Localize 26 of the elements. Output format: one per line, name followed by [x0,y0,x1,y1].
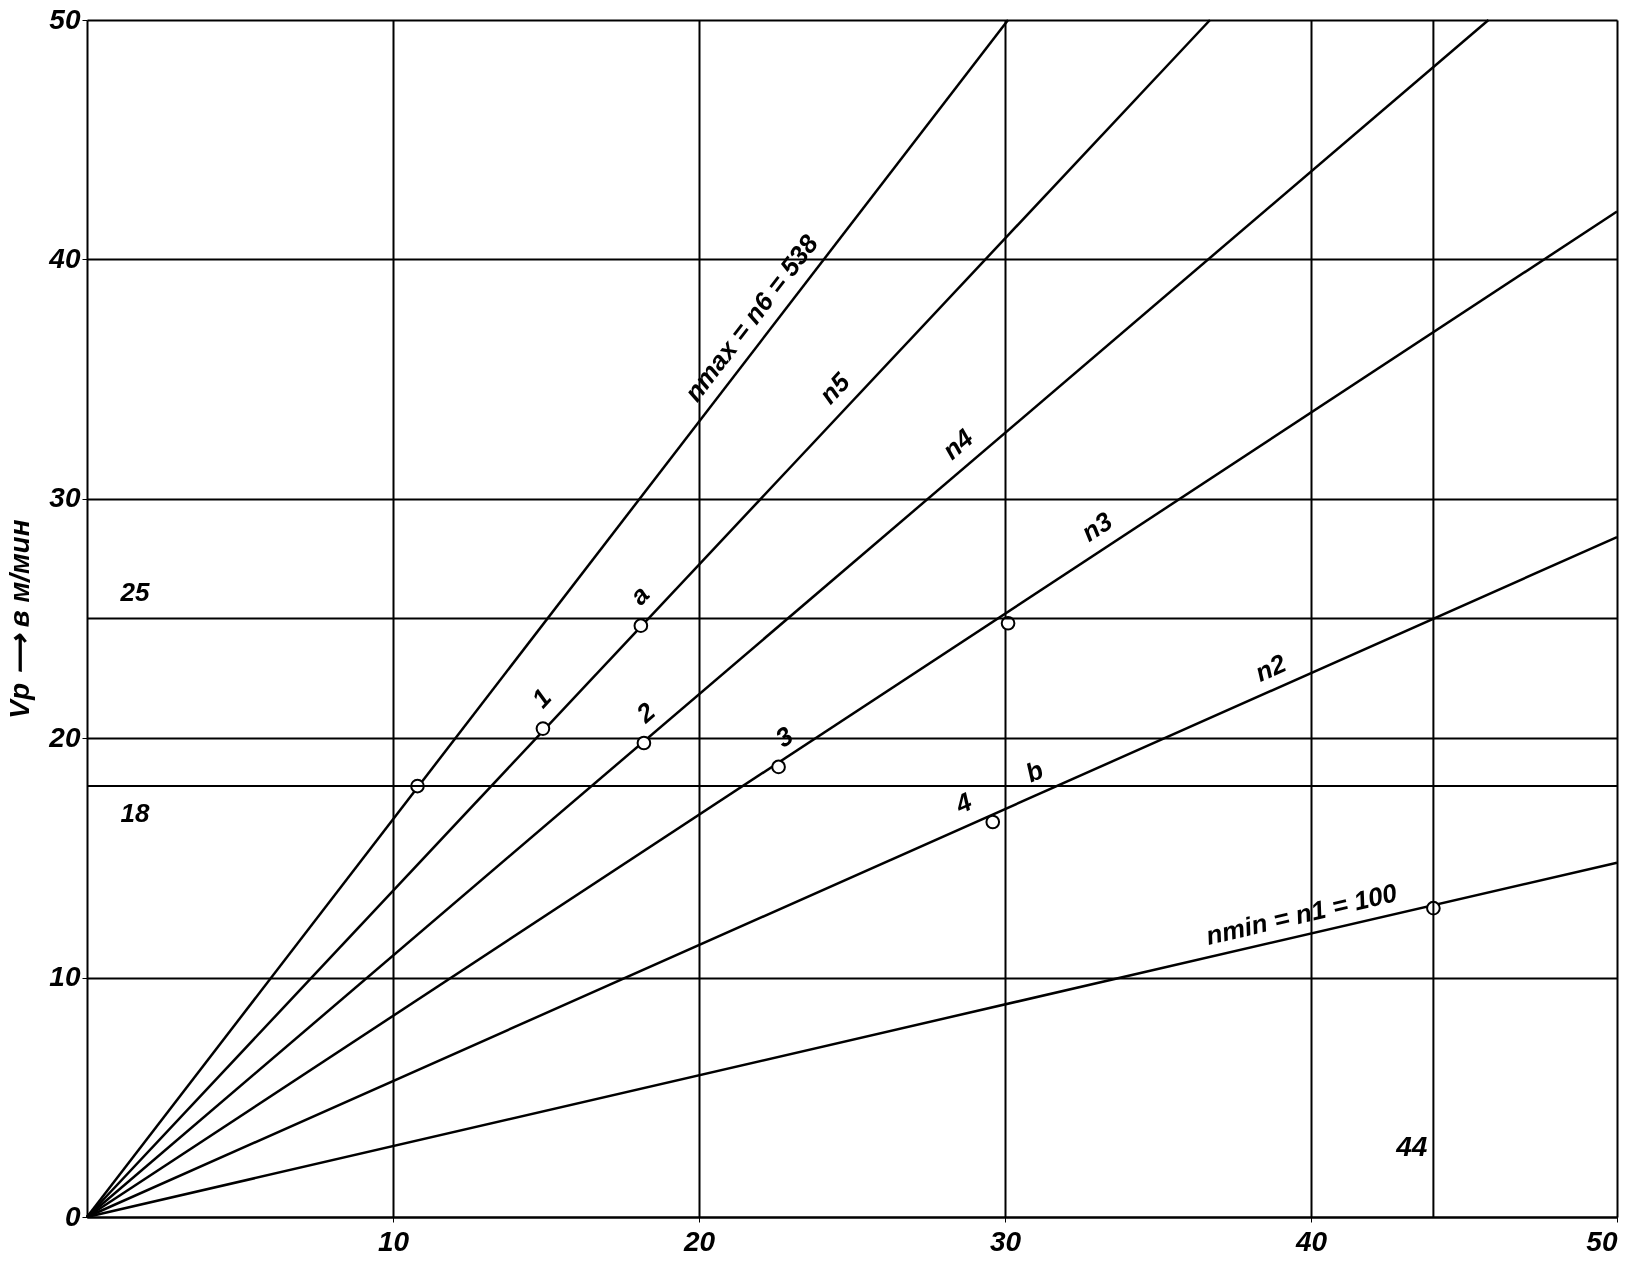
annotation: 3 [769,720,799,754]
y-tick-label: 20 [48,721,81,753]
y-tick-label: 0 [64,1200,81,1232]
annotation: a [623,579,656,611]
x-tick-label: 10 [377,1225,410,1257]
ref-line-label: 44 [1395,1131,1428,1162]
x-tick-label: 30 [989,1225,1022,1257]
y-tick-label: 30 [49,482,81,514]
annotation: 2 [629,696,662,730]
ref-line-label: 18 [120,798,150,829]
annotation: n3 [1075,505,1119,548]
annotation: nmin = n1 = 100 [1203,877,1401,951]
y-tick-label: 10 [49,961,81,993]
annotation: 4 [949,785,977,820]
annotation: n2 [1250,647,1291,688]
x-tick-label: 20 [682,1225,716,1257]
annotation: b [1021,754,1048,789]
annotation: n5 [813,366,857,410]
x-tick-label: 40 [1294,1225,1328,1257]
y-tick-label: 50 [49,3,81,35]
y-axis-title: Vp ⟶ в м/мин [4,519,36,719]
ref-line-label: 25 [119,576,150,607]
x-tick-label: 50 [1586,1225,1618,1257]
annotation: n4 [936,422,980,466]
annotation: 1 [525,682,558,714]
y-tick-label: 40 [48,242,81,274]
